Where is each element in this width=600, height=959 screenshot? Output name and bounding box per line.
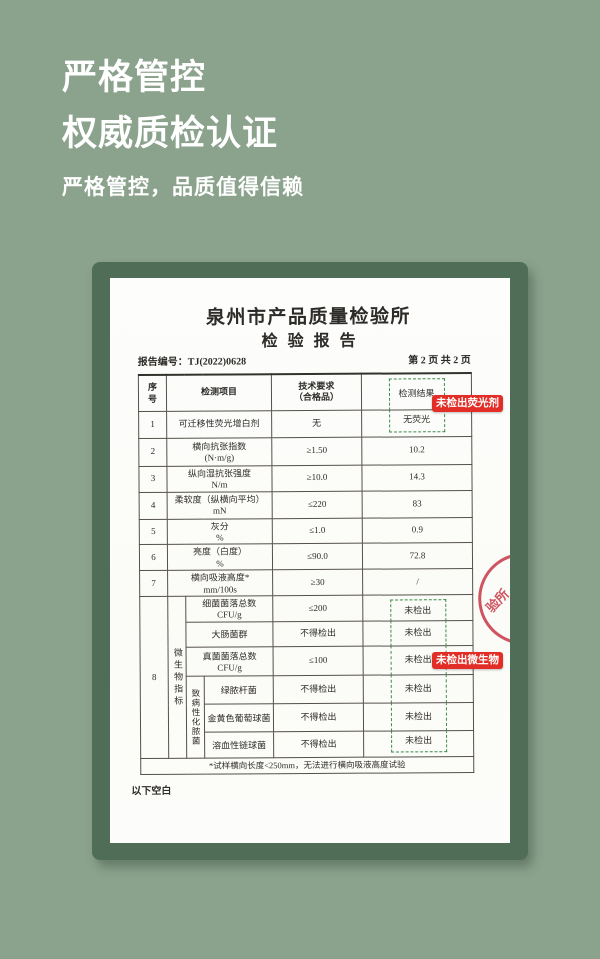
row-item: 亮度（白度）% xyxy=(167,544,273,571)
row-item: 纵向湿抗张强度 N/m xyxy=(166,465,273,492)
row-item: 横向吸液高度* mm/100s xyxy=(167,570,273,597)
row-item: 细菌菌落总数 CFU/g xyxy=(185,596,273,623)
report-frame: 泉州市产品质量检验所 检验报告 报告编号：TJ(2022)0628 第 2 页 … xyxy=(92,262,528,860)
row-result: / xyxy=(362,568,473,596)
row-no: 5 xyxy=(139,518,168,545)
row-no: 6 xyxy=(139,544,168,571)
row-item: 柔软度（纵横向平均） mN xyxy=(167,491,273,519)
hero-subtitle: 严格管控，品质值得信赖 xyxy=(62,176,304,199)
row-no: 8 xyxy=(139,596,169,759)
table-row-micro: 致病性化脓菌 绿脓杆菌 不得检出 未检出 xyxy=(140,674,474,759)
report-number-label: 报告编号： xyxy=(137,356,188,369)
report-number: 报告编号：TJ(2022)0628 xyxy=(138,355,246,370)
table-row: 1 可迁移性荧光增白剂 无 无荧光 xyxy=(138,409,472,439)
col-header-no: 序号 xyxy=(138,374,167,412)
below-blank-note: 以下空白 xyxy=(131,786,172,798)
pathogenic-group-label: 致病性化脓菌 xyxy=(186,676,205,759)
badge-no-fluorescent-agent: 未检出荧光剂 xyxy=(432,395,503,412)
row-result: 未检出 xyxy=(363,730,474,758)
row-no: 1 xyxy=(138,410,167,439)
row-item: 绿脓杆菌 xyxy=(204,676,274,705)
badge-no-microbes: 未检出微生物 xyxy=(432,652,503,669)
row-requirement: ≤1.0 xyxy=(272,517,363,545)
row-requirement: ≥10.0 xyxy=(271,464,363,492)
row-item: 可迁移性荧光增白剂 xyxy=(166,410,272,438)
col-header-item: 检测项目 xyxy=(166,374,272,411)
row-result: 未检出 xyxy=(363,702,474,732)
table-row: 3 纵向湿抗张强度 N/m ≥10.0 14.3 xyxy=(138,464,473,493)
row-no: 3 xyxy=(138,465,168,493)
row-requirement: 不得检出 xyxy=(273,731,364,759)
table-footnote: *试样横向长度<250mm，无法进行横向吸液高度试验 xyxy=(140,756,474,775)
inspection-table: 序号 检测项目 技术要求 （合格品） 检测结果 1 可迁移性荧光增白剂 无 无荧… xyxy=(137,372,475,776)
col-header-requirement: 技术要求 （合格品） xyxy=(271,373,362,411)
row-item: 真菌菌落总数 CFU/g xyxy=(186,647,274,677)
page-indicator: 第 2 页 共 2 页 xyxy=(408,355,471,367)
row-result: 10.2 xyxy=(361,436,472,465)
row-result: 14.3 xyxy=(361,464,473,491)
table-row-micro: 8 微生物指标 细菌菌落总数 CFU/g ≤200 未检出 xyxy=(139,594,473,759)
row-requirement: ≥30 xyxy=(272,569,363,597)
scanned-report: 泉州市产品质量检验所 检验报告 报告编号：TJ(2022)0628 第 2 页 … xyxy=(110,278,510,843)
row-item: 溶血性链球菌 xyxy=(204,732,274,759)
row-result: 未检出 xyxy=(362,594,473,622)
report-number-value: TJ(2022)0628 xyxy=(187,356,247,368)
table-header-row: 序号 检测项目 技术要求 （合格品） 检测结果 xyxy=(138,373,472,412)
row-result: 未检出 xyxy=(362,620,474,647)
hero-title-line1: 严格管控 xyxy=(62,58,207,97)
row-requirement: 无 xyxy=(271,409,362,438)
row-requirement: 不得检出 xyxy=(273,703,364,733)
row-requirement: ≤100 xyxy=(273,646,364,677)
report-meta-row: 报告编号：TJ(2022)0628 第 2 页 共 2 页 xyxy=(138,354,471,370)
row-no: 7 xyxy=(139,570,168,597)
hero-heading-block: 严格管控 权威质检认证 严格管控，品质值得信赖 xyxy=(62,50,304,202)
table-row: 4 柔软度（纵横向平均） mN ≤220 83 xyxy=(139,490,473,520)
table-footnote-row: *试样横向长度<250mm，无法进行横向吸液高度试验 xyxy=(140,756,474,775)
row-result: 未检出 xyxy=(363,674,474,704)
row-item: 大肠菌群 xyxy=(185,622,274,648)
stamp-text: 验所 xyxy=(483,586,510,616)
row-result: 无荧光 xyxy=(361,409,472,437)
table-row: 6 亮度（白度）% ≤90.0 72.8 xyxy=(139,542,473,571)
row-requirement: 不得检出 xyxy=(273,675,364,705)
row-requirement: ≤200 xyxy=(272,595,363,623)
report-title: 检验报告 xyxy=(261,332,366,351)
micro-group-label: 微生物指标 xyxy=(167,596,187,759)
row-result: 72.8 xyxy=(362,542,473,570)
row-item: 金黄色葡萄球菌 xyxy=(204,704,274,733)
row-item: 灰分% xyxy=(167,518,273,545)
row-requirement: ≤90.0 xyxy=(272,543,363,571)
official-seal-stamp-icon: 验所 xyxy=(468,542,510,655)
hero-title-line2: 权威质检认证 xyxy=(62,114,279,153)
table-row: 7 横向吸液高度* mm/100s ≥30 / xyxy=(139,568,473,597)
row-requirement: ≥1.50 xyxy=(271,436,362,466)
row-requirement: ≤220 xyxy=(272,490,363,519)
table-row-micro: 真菌菌落总数 CFU/g ≤100 未检出 xyxy=(140,645,474,677)
row-no: 4 xyxy=(139,491,168,520)
table-row-micro: 大肠菌群 不得检出 未检出 xyxy=(140,620,474,648)
row-result: 83 xyxy=(362,490,473,518)
row-result: 0.9 xyxy=(362,517,473,544)
row-item: 横向抗张指数 (N·m/g) xyxy=(166,437,272,466)
table-row: 2 横向抗张指数 (N·m/g) ≥1.50 10.2 xyxy=(138,436,472,467)
row-requirement: 不得检出 xyxy=(272,621,364,648)
report-paper: 泉州市产品质量检验所 检验报告 报告编号：TJ(2022)0628 第 2 页 … xyxy=(110,278,510,843)
table-row: 5 灰分% ≤1.0 0.9 xyxy=(139,517,473,545)
inspection-org-title: 泉州市产品质量检验所 xyxy=(205,306,412,329)
hero-title: 严格管控 权威质检认证 xyxy=(62,50,304,162)
row-no: 2 xyxy=(138,437,167,467)
